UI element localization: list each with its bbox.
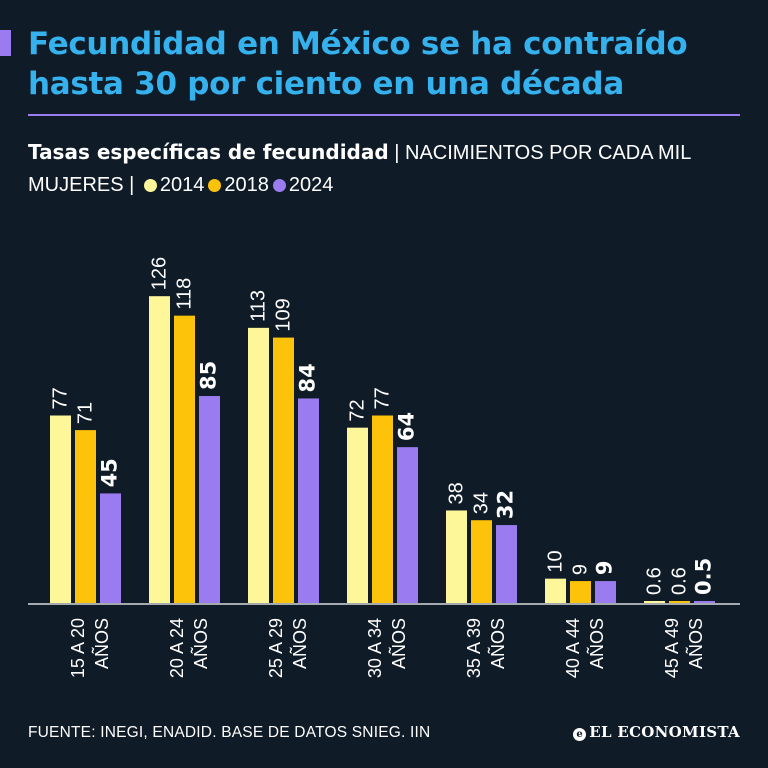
bar-2018-0 <box>75 430 96 603</box>
data-label-2024-1: 85 <box>197 361 221 390</box>
bar-2024-3 <box>397 447 418 603</box>
legend-item-2018: 2018 <box>204 174 269 196</box>
bar-2024-5 <box>595 581 616 603</box>
category-label-6: 45 A 49 AÑOS <box>662 618 706 678</box>
bar-2024-0 <box>100 493 121 603</box>
category-label-4: 35 A 39 AÑOS <box>464 618 508 678</box>
legend-dot-icon <box>208 179 222 192</box>
category-label-2: 25 A 29 AÑOS <box>266 618 310 678</box>
chart-subtitle: Tasas específicas de fecundidad | NACIMI… <box>28 136 758 201</box>
data-label-2024-5: 9 <box>593 560 617 575</box>
data-label-2018-1: 118 <box>174 278 196 310</box>
legend: 2014 2018 2024 <box>140 174 334 196</box>
data-label-2014-0: 77 <box>50 387 72 409</box>
bar-2014-2 <box>248 327 269 603</box>
bar-2018-6 <box>669 601 690 603</box>
data-label-2014-1: 126 <box>149 257 171 290</box>
logo-mark-icon: e <box>573 728 587 741</box>
data-label-2014-3: 72 <box>347 399 369 421</box>
bar-2024-1 <box>199 396 220 603</box>
subtitle-bold: Tasas específicas de fecundidad <box>28 140 389 164</box>
chart-title: Fecundidad en México se ha contraído has… <box>28 26 688 102</box>
data-label-2014-5: 10 <box>545 550 567 572</box>
data-label-2024-3: 64 <box>395 412 419 441</box>
legend-item-2014: 2014 <box>140 174 205 196</box>
title-divider <box>28 114 740 116</box>
data-label-2014-4: 38 <box>446 482 468 504</box>
data-label-2018-4: 34 <box>471 492 493 514</box>
title-accent-bar <box>0 30 11 56</box>
bar-2018-4 <box>471 520 492 603</box>
subtitle-unit: | NACIMIENTOS POR CADA MIL MUJERES | <box>28 142 691 196</box>
data-label-2014-6: 0.6 <box>644 567 666 595</box>
data-label-2018-2: 109 <box>273 298 295 331</box>
bar-2018-1 <box>174 315 195 603</box>
category-label-5: 40 A 44 AÑOS <box>563 618 607 678</box>
bar-2024-2 <box>298 398 319 603</box>
category-label-3: 30 A 34 AÑOS <box>365 618 409 678</box>
bar-2014-5 <box>545 578 566 603</box>
bar-2018-5 <box>570 581 591 603</box>
bar-2024-4 <box>496 525 517 603</box>
logo-text: EL ECONOMISTA <box>589 723 740 741</box>
legend-label: 2018 <box>224 174 269 196</box>
category-label-1: 20 A 24 AÑOS <box>167 618 211 678</box>
bar-2018-3 <box>372 415 393 603</box>
brand-logo: e EL ECONOMISTA <box>573 723 740 741</box>
legend-label: 2024 <box>288 174 334 196</box>
legend-label: 2014 <box>159 174 205 196</box>
legend-item-2024: 2024 <box>269 174 334 196</box>
bar-2014-3 <box>347 427 368 603</box>
data-label-2018-3: 77 <box>372 387 394 409</box>
bar-2014-1 <box>149 296 170 603</box>
data-label-2024-2: 84 <box>296 363 320 392</box>
data-label-2018-0: 71 <box>75 402 97 424</box>
bar-2024-6 <box>694 601 715 603</box>
data-label-2018-6: 0.6 <box>669 567 691 595</box>
data-label-2018-5: 9 <box>570 564 592 575</box>
data-label-2024-6: 0.5 <box>692 558 716 595</box>
legend-dot-icon <box>272 179 286 192</box>
legend-dot-icon <box>143 179 157 192</box>
bar-2014-4 <box>446 510 467 603</box>
data-label-2024-4: 32 <box>494 490 518 519</box>
data-label-2014-2: 113 <box>248 290 270 322</box>
data-label-2024-0: 45 <box>98 458 122 487</box>
bar-2014-0 <box>50 415 71 603</box>
source-note: FUENTE: INEGI, ENADID. BASE DE DATOS SNI… <box>28 724 431 741</box>
category-label-0: 15 A 20 AÑOS <box>68 618 112 678</box>
bar-2014-6 <box>644 601 665 603</box>
bar-2018-2 <box>273 337 294 603</box>
